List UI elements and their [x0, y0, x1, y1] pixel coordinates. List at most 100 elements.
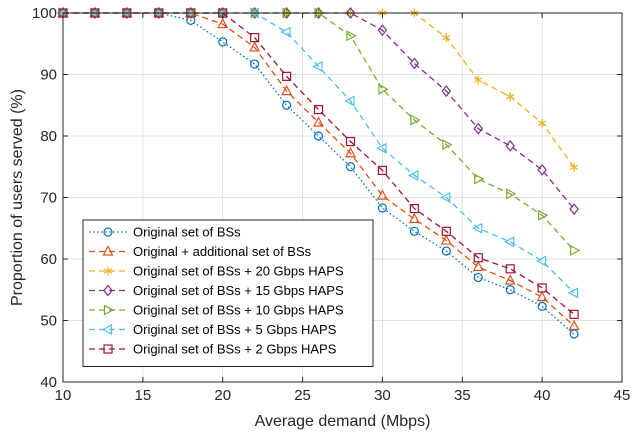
y-tick-label: 80: [40, 128, 57, 145]
data-point: [408, 212, 420, 224]
data-point: [312, 61, 323, 73]
x-tick-label: 45: [614, 387, 631, 404]
data-point: [250, 32, 260, 43]
data-point: [377, 165, 388, 176]
y-tick-label: 60: [40, 251, 57, 268]
data-point: [249, 41, 261, 52]
legend-item: Original set of BSs + 5 Gbps HAPS: [89, 322, 337, 337]
x-tick-label: 20: [214, 387, 231, 404]
data-point: [505, 139, 515, 152]
data-point: [535, 255, 547, 267]
data-point: [503, 236, 515, 248]
legend-marker: [102, 245, 114, 256]
data-point: [409, 226, 419, 236]
data-point: [250, 59, 260, 69]
x-tick-label: 25: [294, 387, 311, 404]
data-point: [218, 37, 228, 47]
data-point: [313, 104, 324, 115]
data-point: [376, 189, 388, 200]
y-tick-label: 40: [40, 374, 57, 391]
data-point: [537, 301, 547, 311]
data-point: [538, 209, 549, 221]
data-point: [217, 17, 229, 29]
data-point: [505, 264, 515, 274]
data-point: [442, 33, 451, 43]
legend-label: Original set of BSs + 2 Gbps HAPS: [133, 342, 337, 357]
data-point: [441, 85, 452, 98]
legend-item: Original set of BSs + 20 Gbps HAPS: [89, 264, 344, 279]
legend-item: Original set of BSs: [89, 225, 241, 240]
data-point: [410, 114, 421, 126]
data-point: [377, 24, 388, 37]
data-point: [344, 146, 356, 158]
legend: Original set of BSs Original + additional…: [82, 219, 374, 367]
ticks: 10 15 20 25 30 35 40 45 40 50 60 70 80 90 100: [32, 5, 630, 404]
data-point: [376, 142, 387, 154]
legend-marker: [103, 227, 113, 237]
data-point: [504, 274, 516, 285]
data-point: [344, 95, 355, 107]
data-point: [440, 234, 452, 245]
data-point: [409, 203, 419, 214]
data-point: [569, 309, 579, 319]
data-point: [473, 272, 483, 283]
data-point: [474, 173, 485, 185]
data-point: [506, 188, 517, 200]
data-point: [442, 139, 453, 151]
y-axis-label: Proportion of users served (%): [9, 89, 26, 306]
legend-item: Original set of BSs + 10 Gbps HAPS: [89, 303, 344, 318]
data-point: [345, 136, 356, 147]
data-point: [569, 203, 579, 216]
data-point: [505, 92, 515, 102]
legend-marker: [103, 344, 113, 354]
x-tick-label: 40: [534, 387, 551, 404]
data-point: [473, 253, 483, 263]
y-tick-label: 100: [32, 5, 57, 22]
data-point: [441, 226, 451, 236]
legend-item: Original + additional set of BSs: [89, 244, 312, 259]
y-tick-label: 50: [40, 313, 57, 330]
data-point: [440, 192, 451, 203]
data-point: [441, 246, 451, 256]
data-point: [537, 163, 547, 176]
legend-label: Original + additional set of BSs: [133, 244, 312, 259]
data-point: [282, 100, 292, 110]
x-tick-label: 35: [454, 387, 471, 404]
legend-marker: [103, 304, 115, 316]
legend-marker: [103, 266, 113, 276]
x-axis-label: Average demand (Mbps): [255, 413, 431, 430]
legend-item: Original set of BSs + 15 Gbps HAPS: [89, 283, 344, 298]
data-point: [282, 71, 292, 81]
legend-label: Original set of BSs + 5 Gbps HAPS: [133, 322, 337, 337]
data-point: [345, 162, 356, 172]
legend-label: Original set of BSs + 10 Gbps HAPS: [133, 303, 344, 318]
data-point: [505, 285, 515, 295]
legend-marker: [103, 284, 113, 297]
data-point: [537, 283, 547, 293]
legend-label: Original set of BSs: [133, 225, 241, 240]
legend-marker: [101, 324, 113, 335]
legend-box: [82, 219, 374, 367]
legend-item: Original set of BSs + 2 Gbps HAPS: [89, 342, 337, 357]
x-tick-label: 30: [374, 387, 391, 404]
data-point: [471, 222, 483, 234]
data-point: [346, 30, 357, 42]
data-point: [345, 7, 356, 19]
data-point: [569, 162, 579, 172]
data-point: [313, 131, 324, 141]
data-point: [472, 260, 484, 272]
data-point: [569, 244, 581, 256]
legend-label: Original set of BSs + 15 Gbps HAPS: [133, 283, 344, 298]
data-point: [568, 319, 580, 331]
data-point: [473, 122, 484, 135]
x-tick-label: 10: [55, 387, 72, 404]
legend-label: Original set of BSs + 20 Gbps HAPS: [133, 264, 344, 279]
data-point: [408, 169, 419, 181]
data-point: [313, 116, 325, 127]
data-point: [537, 118, 547, 128]
data-point: [281, 84, 293, 96]
data-point: [536, 290, 548, 302]
x-tick-label: 15: [135, 387, 152, 404]
data-point: [567, 287, 579, 299]
